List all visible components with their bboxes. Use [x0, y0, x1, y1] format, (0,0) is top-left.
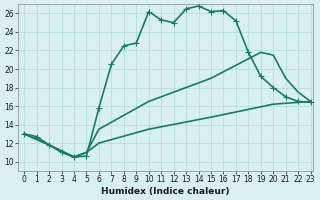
- X-axis label: Humidex (Indice chaleur): Humidex (Indice chaleur): [101, 187, 230, 196]
